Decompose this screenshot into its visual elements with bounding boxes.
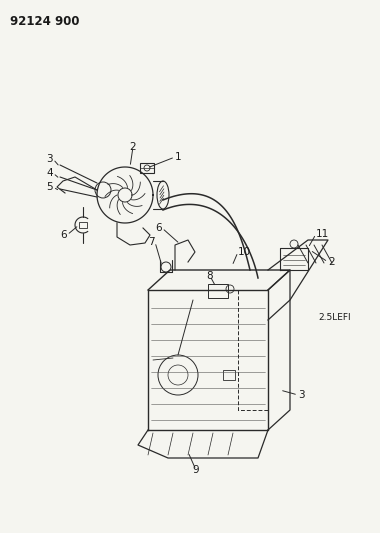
Bar xyxy=(223,370,235,380)
Bar xyxy=(208,284,228,298)
Text: 3: 3 xyxy=(298,390,305,400)
Text: 2: 2 xyxy=(328,257,335,267)
Text: 92124 900: 92124 900 xyxy=(10,15,79,28)
Text: 6: 6 xyxy=(155,223,162,233)
Text: 2: 2 xyxy=(130,142,136,152)
Text: 6: 6 xyxy=(60,230,67,240)
Text: 10: 10 xyxy=(238,247,251,257)
Text: 2.5LEFI: 2.5LEFI xyxy=(318,313,351,322)
Text: 8: 8 xyxy=(207,271,213,281)
Text: 4: 4 xyxy=(46,168,53,178)
Text: 3: 3 xyxy=(46,154,53,164)
Text: 11: 11 xyxy=(316,229,329,239)
Text: 7: 7 xyxy=(148,237,155,247)
Bar xyxy=(79,222,87,228)
Text: 1: 1 xyxy=(175,152,182,162)
Text: 5: 5 xyxy=(46,182,53,192)
Text: 9: 9 xyxy=(193,465,200,475)
